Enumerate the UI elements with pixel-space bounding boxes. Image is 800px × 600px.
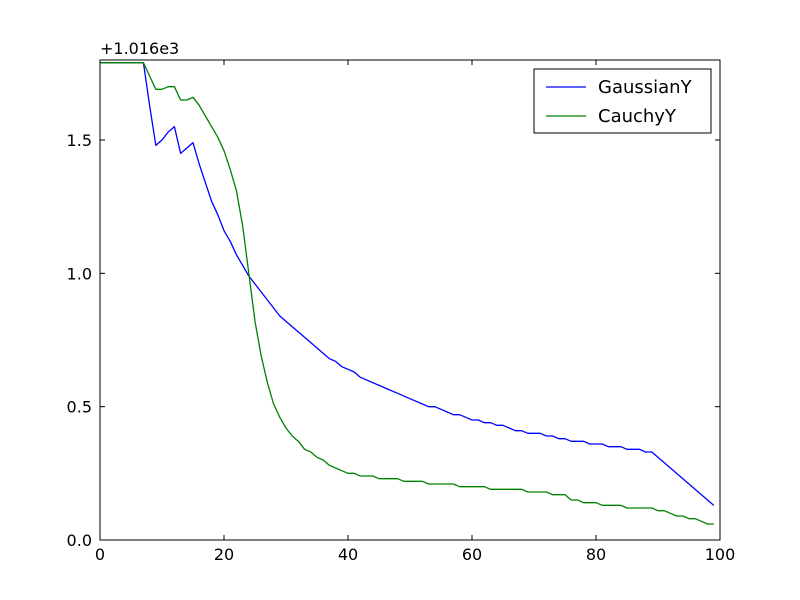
y-tick-label: 0.0 [67, 531, 92, 550]
series-line-cauchyy [100, 62, 714, 525]
y-tick-label: 1.0 [67, 264, 92, 283]
legend-label-cauchyy: CauchyY [598, 106, 677, 127]
x-tick-label: 0 [95, 545, 105, 564]
x-tick-label: 80 [586, 545, 606, 564]
y-axis: 0.0 0.5 1.0 1.5 [67, 131, 720, 550]
y-tick-label: 0.5 [67, 398, 92, 417]
plot-frame [99, 59, 721, 541]
x-tick-label: 60 [462, 545, 482, 564]
x-tick-label: 20 [214, 545, 234, 564]
y-tick-label: 1.5 [67, 131, 92, 150]
legend-label-gaussiany: GaussianY [598, 77, 693, 98]
series-lines [100, 62, 715, 525]
legend: GaussianY CauchyY [533, 68, 712, 134]
x-tick-label: 100 [705, 545, 736, 564]
x-axis: 0 20 40 60 80 100 [95, 60, 735, 564]
series-line-gaussiany [100, 62, 715, 506]
x-tick-label: 40 [338, 545, 358, 564]
y-offset-label: +1.016e3 [100, 39, 179, 58]
legend-box [533, 68, 712, 134]
